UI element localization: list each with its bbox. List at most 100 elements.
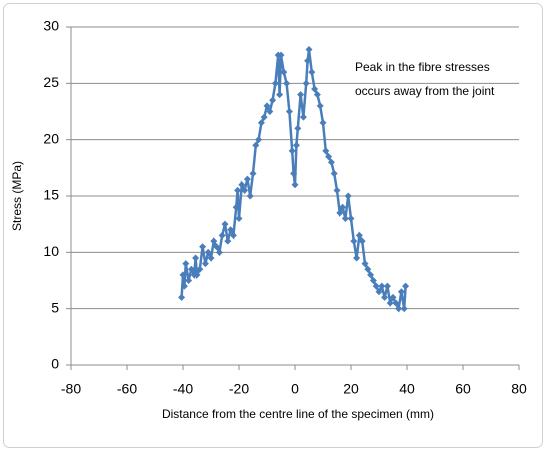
- data-point: [246, 192, 254, 200]
- data-point: [182, 260, 190, 268]
- y-tick-label: 0: [51, 356, 59, 372]
- x-tick-label: 20: [343, 381, 359, 397]
- data-point: [319, 119, 327, 127]
- data-point: [241, 186, 249, 194]
- data-point: [330, 169, 338, 177]
- data-point: [238, 181, 246, 189]
- data-point: [291, 181, 299, 189]
- y-tick-label: 5: [51, 299, 59, 315]
- data-point: [232, 203, 240, 211]
- data-point: [218, 231, 226, 239]
- data-point: [271, 79, 279, 87]
- y-tick-label: 15: [43, 187, 59, 203]
- data-point: [210, 237, 218, 245]
- y-tick-label: 10: [43, 243, 59, 259]
- x-tick-label: 0: [291, 381, 299, 397]
- data-point: [347, 215, 355, 223]
- data-point: [361, 260, 369, 268]
- data-point: [381, 293, 389, 301]
- data-point: [400, 305, 408, 313]
- data-point: [243, 175, 251, 183]
- data-point: [180, 282, 188, 290]
- data-point: [372, 282, 380, 290]
- data-point: [187, 265, 195, 273]
- data-point: [178, 293, 186, 301]
- data-point: [290, 169, 298, 177]
- data-point: [224, 237, 232, 245]
- data-point: [339, 203, 347, 211]
- data-point: [383, 282, 391, 290]
- x-tick-label: 80: [511, 381, 527, 397]
- data-point: [277, 51, 285, 59]
- data-point: [395, 305, 403, 313]
- data-point: [276, 91, 284, 99]
- data-point: [196, 265, 204, 273]
- data-point: [221, 220, 229, 228]
- data-point: [199, 243, 207, 251]
- data-point: [389, 293, 397, 301]
- data-point: [304, 57, 312, 65]
- data-point: [213, 243, 221, 251]
- annotation: Peak in the fibre stresses: [355, 60, 490, 74]
- data-point: [392, 299, 400, 307]
- data-point: [252, 141, 260, 149]
- data-point: [207, 254, 215, 262]
- data-point: [288, 147, 296, 155]
- data-point: [229, 231, 237, 239]
- y-axis-title: Stress (MPa): [10, 161, 24, 231]
- data-point: [179, 271, 187, 279]
- data-point: [283, 79, 291, 87]
- data-point: [333, 186, 341, 194]
- data-point: [297, 91, 305, 99]
- data-point: [378, 282, 386, 290]
- data-point: [269, 96, 277, 104]
- data-point: [402, 282, 410, 290]
- data-point: [350, 237, 358, 245]
- x-tick-label: -20: [229, 381, 249, 397]
- data-point: [285, 108, 293, 115]
- data-point: [355, 231, 363, 239]
- data-point: [249, 169, 257, 177]
- data-point: [308, 68, 316, 76]
- data-point: [235, 215, 243, 223]
- data-point: [367, 271, 375, 279]
- data-point: [192, 254, 200, 262]
- data-point: [353, 254, 361, 262]
- data-point: [369, 277, 377, 284]
- data-point: [305, 46, 313, 54]
- x-tick-label: -80: [61, 381, 81, 397]
- y-tick-label: 20: [43, 130, 59, 146]
- data-point: [234, 186, 242, 194]
- data-point: [341, 215, 349, 223]
- data-point: [336, 209, 344, 217]
- data-point: [299, 113, 307, 121]
- data-point: [292, 141, 300, 149]
- data-point: [294, 124, 302, 132]
- y-tick-label: 25: [43, 74, 59, 90]
- y-tick-label: 30: [43, 18, 59, 34]
- data-point: [215, 248, 223, 256]
- data-point: [386, 299, 394, 307]
- data-point: [364, 265, 372, 273]
- x-tick-label: -60: [117, 381, 137, 397]
- x-axis-title: Distance from the centre line of the spe…: [162, 407, 434, 421]
- x-tick-label: -40: [173, 381, 193, 397]
- data-point: [227, 226, 235, 234]
- data-point: [344, 192, 352, 200]
- data-point: [311, 85, 319, 93]
- data-point: [201, 260, 209, 268]
- x-tick-label: 40: [399, 381, 415, 397]
- data-point: [260, 113, 268, 121]
- data-point: [193, 271, 201, 279]
- data-point: [316, 102, 324, 110]
- data-point: [263, 102, 271, 110]
- data-point: [204, 248, 212, 256]
- data-point: [266, 108, 274, 115]
- data-point: [325, 153, 333, 161]
- data-point: [375, 288, 383, 296]
- data-point: [257, 119, 265, 127]
- data-point: [358, 237, 366, 245]
- chart-border: [3, 3, 543, 448]
- data-point: [280, 68, 288, 76]
